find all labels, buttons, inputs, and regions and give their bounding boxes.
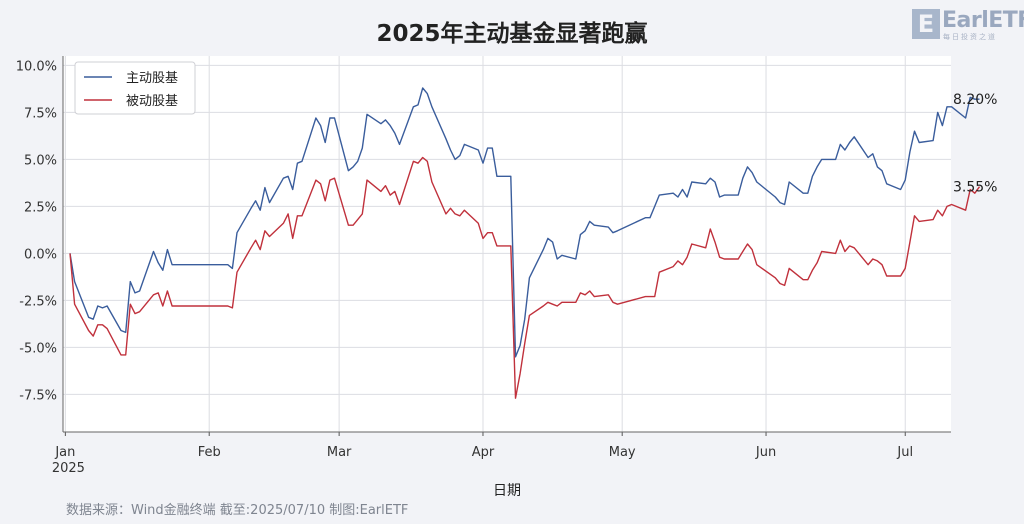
series-line-passive <box>69 156 981 399</box>
y-tick-label: -2.5% <box>19 294 57 309</box>
end-value-label: 8.20% <box>953 92 997 108</box>
legend-label: 主动股基 <box>126 71 178 86</box>
x-tick-sublabel: 2025 <box>52 461 85 476</box>
y-tick-label: 7.5% <box>24 106 57 121</box>
x-tick-label: Mar <box>327 445 352 460</box>
logo-mark: E <box>912 9 940 39</box>
y-tick-label: 2.5% <box>24 200 57 215</box>
y-tick-label: 5.0% <box>24 153 57 168</box>
y-tick-label: -5.0% <box>19 341 57 356</box>
chart-title: 2025年主动基金显著跑赢 <box>376 21 648 47</box>
end-labels: 8.20% 3.55% <box>953 92 997 195</box>
x-tick-label: May <box>609 445 636 460</box>
x-axis-label: 日期 <box>493 483 521 499</box>
logo-wordmark: EarlETF <box>942 8 1024 33</box>
x-tick-label: Apr <box>472 445 495 460</box>
logo-subtext: 每日投资之道 <box>943 33 997 41</box>
series-lines <box>69 87 981 399</box>
x-tick-label: Jun <box>755 445 776 460</box>
y-tick-label: 10.0% <box>16 59 57 74</box>
source-note: 数据来源：Wind金融终端 截至:2025/07/10 制图:EarlETF <box>66 503 409 518</box>
x-tick-label: Jan <box>54 445 75 460</box>
legend-box <box>74 61 196 115</box>
series-line-active <box>69 87 980 358</box>
end-value-label: 3.55% <box>953 180 997 196</box>
x-tick-label: Jul <box>896 445 913 460</box>
plot-area <box>63 56 951 432</box>
x-tick-label: Feb <box>198 445 221 460</box>
grid-lines <box>63 56 951 432</box>
legend-label: 被动股基 <box>126 94 178 109</box>
earletf-logo: E EarlETF 每日投资之道 <box>912 8 1024 41</box>
y-tick-label: -7.5% <box>19 388 57 403</box>
y-tick-label: 0.0% <box>24 247 57 262</box>
axes: 10.0% 7.5% 5.0% 2.5% 0.0% -2.5% -5.0% -7.5% Jan2… <box>16 56 951 476</box>
